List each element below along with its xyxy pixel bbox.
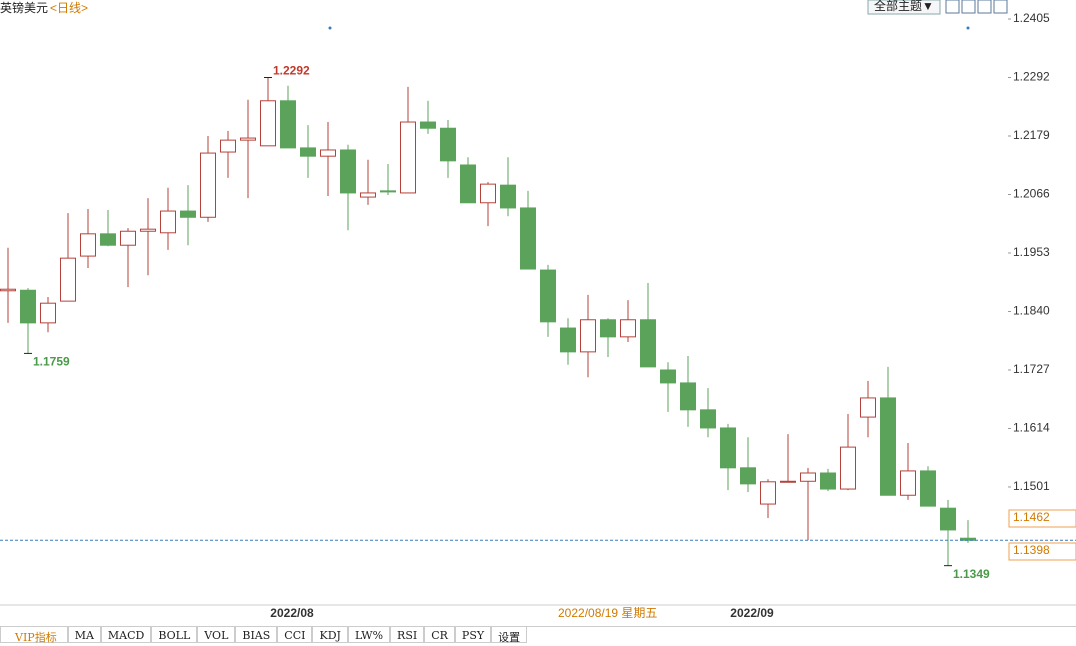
candle-body [200, 152, 216, 218]
candle-body [0, 288, 16, 292]
candle-body [620, 319, 636, 338]
indicator-tab[interactable]: LW% [347, 627, 391, 643]
icon-button[interactable] [945, 0, 960, 14]
x-tick-label: 2022/09 [730, 606, 774, 620]
candle-body [460, 164, 476, 204]
price-tag-box [1008, 542, 1076, 561]
candle-body [780, 480, 796, 483]
indicator-tab[interactable]: BIAS [235, 627, 278, 643]
candle-body [740, 467, 756, 485]
candle-body [440, 127, 456, 162]
candle-body [220, 139, 236, 153]
extreme-label: 1.1349 [953, 567, 990, 581]
candle-body [400, 121, 416, 194]
y-tick-label: 1.2179 [1013, 128, 1050, 142]
crosshair-date-box [554, 606, 666, 624]
indicator-tab[interactable]: 设置 [491, 627, 528, 644]
indicator-tab[interactable]: RSI [390, 627, 425, 643]
theme-button-label[interactable]: 全部主题▼ [874, 0, 934, 13]
indicator-tab[interactable]: CCI [277, 627, 313, 643]
indicator-tab[interactable]: MA [67, 627, 101, 643]
candle-body [800, 472, 816, 482]
candle-body [560, 327, 576, 353]
y-tick-label: 1.1727 [1013, 362, 1050, 376]
candle-body [280, 100, 296, 149]
indicator-tab[interactable]: MACD [100, 627, 152, 643]
y-tick-label: 1.2405 [1013, 11, 1050, 25]
candle-body [900, 470, 916, 496]
price-tag-box [1008, 509, 1076, 528]
theme-button[interactable] [867, 0, 941, 15]
chart: 英镑美元 <日线> 全部主题▼ 2022/08/19 星期五 1.2405 1.2… [0, 0, 1076, 624]
period-label[interactable]: <日线> [50, 1, 88, 15]
indicator-tab[interactable]: CR [424, 627, 455, 643]
x-tick-label: 2022/08 [270, 606, 314, 620]
candle-body [760, 481, 776, 505]
candle-body [120, 230, 136, 246]
candle-body [680, 382, 696, 411]
nav-icons [945, 0, 1008, 14]
candle-body [540, 269, 556, 323]
candle-body [700, 409, 716, 429]
candle-body [140, 228, 156, 232]
candle-body [820, 472, 836, 490]
marker-dot [966, 26, 970, 30]
candle-body [100, 233, 116, 246]
y-tick-label: 1.1501 [1013, 479, 1050, 493]
candle-body [320, 149, 336, 157]
candle-body [360, 192, 376, 198]
crosshair-date: 2022/08/19 星期五 [558, 606, 657, 620]
symbol-title: 英镑美元 [0, 0, 48, 15]
y-tick-label: 1.2066 [1013, 187, 1050, 201]
candle-body [720, 427, 736, 469]
candle-body [240, 137, 256, 141]
icon-button[interactable] [993, 0, 1008, 14]
indicator-tab[interactable]: KDJ [312, 627, 348, 643]
candle-body [60, 257, 76, 302]
marker-price-label: 1.1462 [1013, 510, 1050, 524]
candle-body [180, 210, 196, 218]
icon-button[interactable] [961, 0, 976, 14]
y-tick-label: 1.1840 [1013, 304, 1050, 318]
candle-body [660, 369, 676, 384]
candle-body [940, 507, 956, 531]
y-tick-label: 1.2292 [1013, 70, 1050, 84]
candle-body [160, 210, 176, 234]
candle-body [20, 289, 36, 324]
y-tick-label: 1.1614 [1013, 421, 1050, 435]
current-price-label: 1.1398 [1013, 543, 1050, 557]
indicator-tabs: VIP指标 MA MACD BOLL VOL BIAS CCI KDJ LW% RSI CR PSY 设… [0, 626, 1076, 646]
candle-body [420, 121, 436, 129]
extreme-label: 1.1759 [33, 355, 70, 369]
candle-body [500, 184, 516, 209]
candle-body [640, 319, 656, 368]
candle-body [480, 183, 496, 204]
indicator-tab[interactable]: VOL [197, 627, 236, 643]
candle-body [860, 397, 876, 418]
indicator-tab[interactable]: PSY [454, 627, 492, 643]
y-tick-label: 1.1953 [1013, 245, 1050, 259]
indicator-tab[interactable]: BOLL [151, 627, 198, 643]
candle-body [880, 397, 896, 496]
candle-body [600, 319, 616, 338]
candle-body [380, 190, 396, 193]
candle-body [520, 207, 536, 270]
candle-body [340, 149, 356, 194]
indicator-tab[interactable]: VIP指标 [0, 627, 68, 644]
extreme-label: 1.2292 [273, 64, 310, 78]
candle-body [840, 446, 856, 490]
candle-body [80, 233, 96, 257]
marker-dot [328, 26, 332, 30]
candle-body [40, 302, 56, 324]
candle-body [920, 470, 936, 507]
candle-body [300, 147, 316, 157]
candle-body [260, 100, 276, 147]
icon-button[interactable] [977, 0, 992, 14]
candle-body [580, 319, 596, 353]
